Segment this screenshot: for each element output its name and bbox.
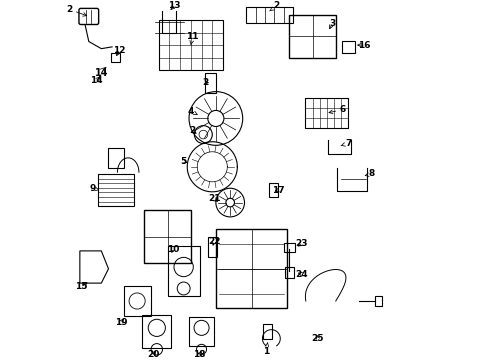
Bar: [374, 296, 382, 306]
Bar: [246, 6, 292, 23]
Text: 6: 6: [328, 105, 346, 114]
Bar: [263, 324, 272, 339]
Bar: [207, 238, 216, 257]
Text: 2: 2: [189, 126, 196, 135]
Text: 4: 4: [187, 107, 197, 116]
Text: 9: 9: [89, 184, 99, 193]
Text: 10: 10: [166, 244, 179, 253]
Text: 20: 20: [147, 350, 159, 359]
Bar: [167, 246, 200, 296]
Bar: [111, 53, 120, 62]
Text: 18: 18: [193, 350, 205, 359]
Text: 16: 16: [357, 41, 370, 50]
Text: 2: 2: [269, 1, 279, 11]
Text: 14: 14: [94, 68, 108, 77]
Bar: [98, 174, 133, 206]
Bar: [288, 15, 335, 58]
Bar: [284, 243, 294, 252]
Bar: [123, 286, 150, 316]
Text: 13: 13: [168, 1, 181, 10]
Text: 5: 5: [180, 157, 186, 166]
Text: 25: 25: [311, 334, 324, 343]
Text: 17: 17: [272, 185, 284, 194]
Text: 2: 2: [202, 78, 208, 87]
Text: 2: 2: [66, 5, 86, 16]
Text: 15: 15: [75, 282, 88, 291]
Text: 19: 19: [115, 318, 127, 327]
Text: 1: 1: [263, 342, 268, 356]
Bar: [204, 73, 215, 93]
Bar: [144, 210, 190, 264]
Text: 14: 14: [89, 76, 102, 85]
Text: 21: 21: [207, 194, 220, 203]
Text: 24: 24: [295, 270, 307, 279]
Text: 12: 12: [113, 46, 125, 55]
Text: 23: 23: [295, 239, 307, 248]
Bar: [268, 183, 277, 197]
Text: 8: 8: [365, 170, 374, 179]
Bar: [341, 41, 354, 53]
Bar: [189, 317, 214, 346]
Text: 22: 22: [207, 238, 220, 247]
Bar: [142, 315, 171, 347]
Text: 3: 3: [328, 19, 335, 29]
Bar: [305, 98, 347, 128]
Bar: [215, 229, 287, 308]
Text: 11: 11: [186, 32, 199, 45]
Text: 7: 7: [340, 139, 351, 148]
Bar: [107, 148, 123, 168]
Bar: [284, 267, 293, 278]
Bar: [158, 20, 223, 70]
